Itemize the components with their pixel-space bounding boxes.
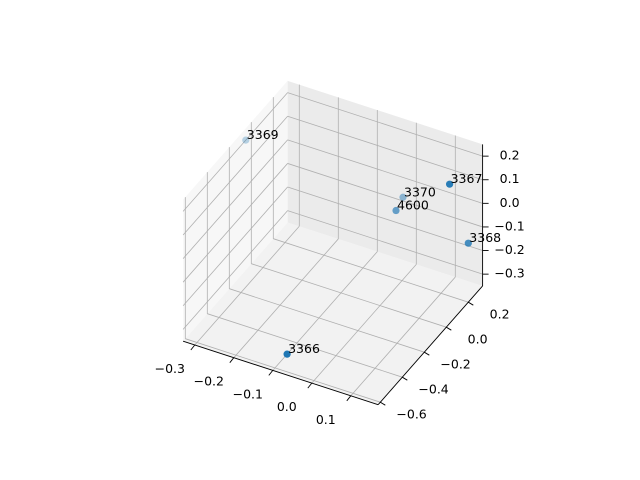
x-tick-label: 0.0	[277, 399, 297, 414]
y-tick-label: −0.2	[440, 357, 470, 372]
gridline-x	[233, 238, 339, 358]
z-tick-label: −0.1	[494, 218, 524, 233]
data-point	[242, 136, 250, 144]
z-tick-label: −0.2	[494, 242, 524, 257]
data-point	[399, 193, 407, 201]
x-tick	[307, 382, 313, 389]
gridline-y	[251, 263, 447, 328]
y-tick-label: −0.4	[418, 382, 448, 397]
gridline-z	[287, 186, 483, 251]
x-tick-label: −0.1	[233, 386, 263, 401]
gridline-z	[287, 163, 483, 228]
x-tick	[346, 395, 352, 402]
y-tick	[468, 301, 474, 306]
z-tick-label: 0.0	[500, 195, 520, 210]
point-label: 3369	[247, 127, 279, 142]
point-label: 3368	[469, 230, 501, 245]
gridline-z	[287, 139, 483, 204]
y-tick	[424, 351, 430, 356]
gridline-z	[287, 92, 483, 157]
z-tick-label: 0.1	[500, 171, 520, 186]
data-point	[464, 239, 472, 247]
gridline-y	[207, 313, 403, 378]
point-label: 3366	[288, 341, 320, 356]
y-tick-label: −0.6	[396, 407, 426, 422]
x-tick-label: −0.3	[155, 361, 185, 376]
gridline-x	[311, 264, 417, 384]
gridline-z	[182, 92, 288, 212]
gridline-z	[182, 115, 288, 236]
gridline-y	[273, 238, 469, 303]
y-tick	[402, 376, 408, 381]
data-point	[283, 350, 291, 358]
y-tick-label: 0.0	[468, 332, 488, 347]
gridline-z	[287, 115, 483, 181]
gridline-x	[350, 276, 456, 397]
x-tick	[229, 357, 235, 363]
gridline-z	[182, 186, 288, 307]
point-label: 3367	[451, 171, 483, 186]
gridline-x	[194, 225, 300, 346]
data-point	[446, 180, 454, 188]
y-tick	[446, 326, 452, 331]
z-tick-label: 0.2	[500, 148, 520, 163]
gridline-z	[287, 210, 483, 275]
gridline-y	[185, 338, 381, 403]
gridline-z	[182, 139, 288, 259]
gridline-z	[182, 210, 288, 330]
point-label: 4600	[397, 198, 429, 213]
gridline-z	[182, 163, 288, 283]
point-label: 3370	[404, 184, 436, 199]
x-tick	[268, 370, 274, 376]
data-point	[392, 206, 400, 215]
x-axis-line	[182, 340, 379, 406]
y-axis-line	[377, 285, 483, 405]
z-tick-label: −0.3	[494, 266, 524, 281]
pane-floor	[183, 222, 483, 405]
x-tick-label: 0.1	[316, 412, 336, 427]
x-tick	[190, 344, 196, 351]
y-tick	[380, 401, 386, 406]
gridline-y	[229, 288, 425, 353]
gridline-x	[272, 251, 378, 371]
y-tick-label: 0.2	[490, 307, 510, 322]
x-tick-label: −0.2	[194, 374, 224, 389]
